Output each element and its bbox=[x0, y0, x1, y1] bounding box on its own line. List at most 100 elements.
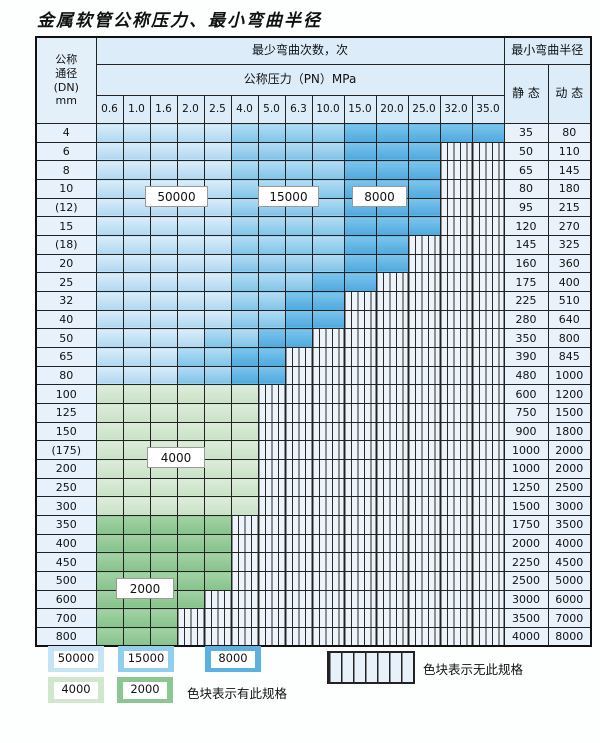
no-spec-cell bbox=[257, 477, 286, 498]
spec-cell-15000 bbox=[230, 123, 259, 143]
corner-line4: mm bbox=[55, 94, 77, 108]
spec-cell-50000 bbox=[122, 123, 151, 143]
spec-cell-4000 bbox=[122, 477, 151, 498]
no-spec-cell bbox=[311, 533, 345, 554]
pressure-col-header-2.0: 2.0 bbox=[176, 95, 205, 124]
spec-cell-50000 bbox=[149, 216, 178, 237]
spec-cell-2000 bbox=[176, 571, 205, 591]
spec-cell-8000 bbox=[407, 160, 441, 181]
spec-cell-50000 bbox=[176, 253, 205, 274]
table-row-dn-300: 300 1500 3000 bbox=[35, 496, 592, 517]
dn-label: 450 bbox=[35, 552, 97, 573]
no-spec-cell bbox=[439, 235, 473, 255]
dynamic-radius-value: 6000 bbox=[547, 589, 592, 610]
pressure-col-header-32.0: 32.0 bbox=[439, 95, 473, 124]
static-radius-value: 390 bbox=[503, 347, 549, 367]
spec-cell-50000 bbox=[149, 141, 178, 162]
table-row-dn-80: 80 480 1000 bbox=[35, 365, 592, 386]
spec-cell-15000 bbox=[230, 141, 259, 162]
spec-cell-50000 bbox=[149, 347, 178, 367]
spec-cell-50000 bbox=[203, 123, 232, 143]
dn-label: 400 bbox=[35, 533, 97, 554]
spec-cell-4000 bbox=[149, 477, 178, 498]
table-row-dn-125: 125 750 1500 bbox=[35, 403, 592, 423]
spec-cell-4000 bbox=[203, 459, 232, 479]
dynamic-radius-value: 4000 bbox=[547, 533, 592, 554]
zone-label-15000: 15000 bbox=[258, 186, 319, 207]
spec-cell-2000 bbox=[95, 608, 124, 629]
static-radius-value: 1000 bbox=[503, 440, 549, 461]
no-spec-cell bbox=[471, 291, 505, 311]
no-spec-cell bbox=[343, 309, 377, 330]
no-spec-cell bbox=[343, 589, 377, 610]
dn-label: 125 bbox=[35, 403, 97, 423]
dynamic-radius-value: 2000 bbox=[547, 440, 592, 461]
no-spec-cell bbox=[407, 552, 441, 573]
spec-cell-15000 bbox=[230, 272, 259, 293]
no-spec-cell bbox=[257, 627, 286, 647]
spec-cell-4000 bbox=[176, 421, 205, 442]
spec-cell-50000 bbox=[95, 179, 124, 199]
spec-cell-2000 bbox=[95, 552, 124, 573]
no-spec-cell bbox=[284, 384, 313, 405]
no-spec-cell bbox=[257, 421, 286, 442]
dn-label: 800 bbox=[35, 627, 97, 647]
table-row-dn-700: 700 3500 7000 bbox=[35, 608, 592, 629]
spec-cell-8000 bbox=[343, 123, 377, 143]
spec-cell-4000 bbox=[203, 477, 232, 498]
table-row-dn-50: 50 350 800 bbox=[35, 328, 592, 349]
no-spec-cell bbox=[230, 533, 259, 554]
spec-cell-8000 bbox=[284, 291, 313, 311]
spec-cell-50000 bbox=[95, 309, 124, 330]
no-spec-cell bbox=[407, 272, 441, 293]
no-spec-cell bbox=[311, 459, 345, 479]
spec-cell-15000 bbox=[230, 197, 259, 218]
dn-label: 6 bbox=[35, 141, 97, 162]
static-radius-value: 1250 bbox=[503, 477, 549, 498]
no-spec-cell bbox=[311, 440, 345, 461]
no-spec-cell bbox=[343, 515, 377, 535]
no-spec-cell bbox=[257, 403, 286, 423]
static-radius-value: 350 bbox=[503, 328, 549, 349]
table-row-dn-15: 15 120 270 bbox=[35, 216, 592, 237]
no-spec-cell bbox=[471, 496, 505, 517]
no-spec-cell bbox=[230, 608, 259, 629]
legend-swatch-value: 15000 bbox=[124, 650, 168, 668]
dn-label: 350 bbox=[35, 515, 97, 535]
no-spec-cell bbox=[284, 347, 313, 367]
table-row-dn-4: 4 35 80 bbox=[35, 123, 592, 143]
spec-cell-50000 bbox=[95, 291, 124, 311]
spec-cell-8000 bbox=[343, 235, 377, 255]
spec-cell-4000 bbox=[122, 421, 151, 442]
no-spec-cell bbox=[257, 459, 286, 479]
spec-cell-8000 bbox=[407, 216, 441, 237]
spec-cell-50000 bbox=[203, 160, 232, 181]
dynamic-radius-value: 510 bbox=[547, 291, 592, 311]
static-radius-value: 3000 bbox=[503, 589, 549, 610]
legend-swatch-2000: 2000 bbox=[117, 677, 173, 703]
spec-cell-50000 bbox=[122, 235, 151, 255]
no-spec-cell bbox=[471, 403, 505, 423]
header-min-bend-radius: 最小弯曲半径 bbox=[503, 36, 592, 65]
spec-cell-50000 bbox=[203, 272, 232, 293]
static-radius-value: 480 bbox=[503, 365, 549, 386]
spec-cell-4000 bbox=[95, 440, 124, 461]
dynamic-radius-value: 4500 bbox=[547, 552, 592, 573]
spec-cell-15000 bbox=[203, 328, 232, 349]
static-radius-value: 4000 bbox=[503, 627, 549, 647]
spec-cell-4000 bbox=[176, 384, 205, 405]
table-row-dn-400: 400 2000 4000 bbox=[35, 533, 592, 554]
table-row-dn-100: 100 600 1200 bbox=[35, 384, 592, 405]
spec-cell-50000 bbox=[95, 365, 124, 386]
header-nominal-pressure: 公称压力（PN）MPa bbox=[95, 64, 505, 96]
no-spec-cell bbox=[284, 365, 313, 386]
corner-header: 公称 通径 (DN) mm bbox=[35, 36, 97, 124]
static-radius-value: 120 bbox=[503, 216, 549, 237]
dn-label: 20 bbox=[35, 253, 97, 274]
spec-cell-8000 bbox=[407, 123, 441, 143]
spec-cell-50000 bbox=[122, 141, 151, 162]
spec-cell-4000 bbox=[95, 496, 124, 517]
no-spec-cell bbox=[439, 197, 473, 218]
spec-cell-4000 bbox=[122, 440, 151, 461]
dynamic-radius-value: 1200 bbox=[547, 384, 592, 405]
